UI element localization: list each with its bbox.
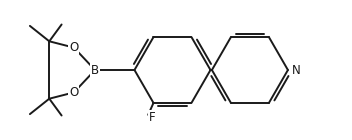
Text: B: B [91,64,99,76]
Text: O: O [69,86,78,99]
Text: O: O [69,41,78,54]
Text: F: F [149,111,156,124]
Text: N: N [293,64,301,76]
